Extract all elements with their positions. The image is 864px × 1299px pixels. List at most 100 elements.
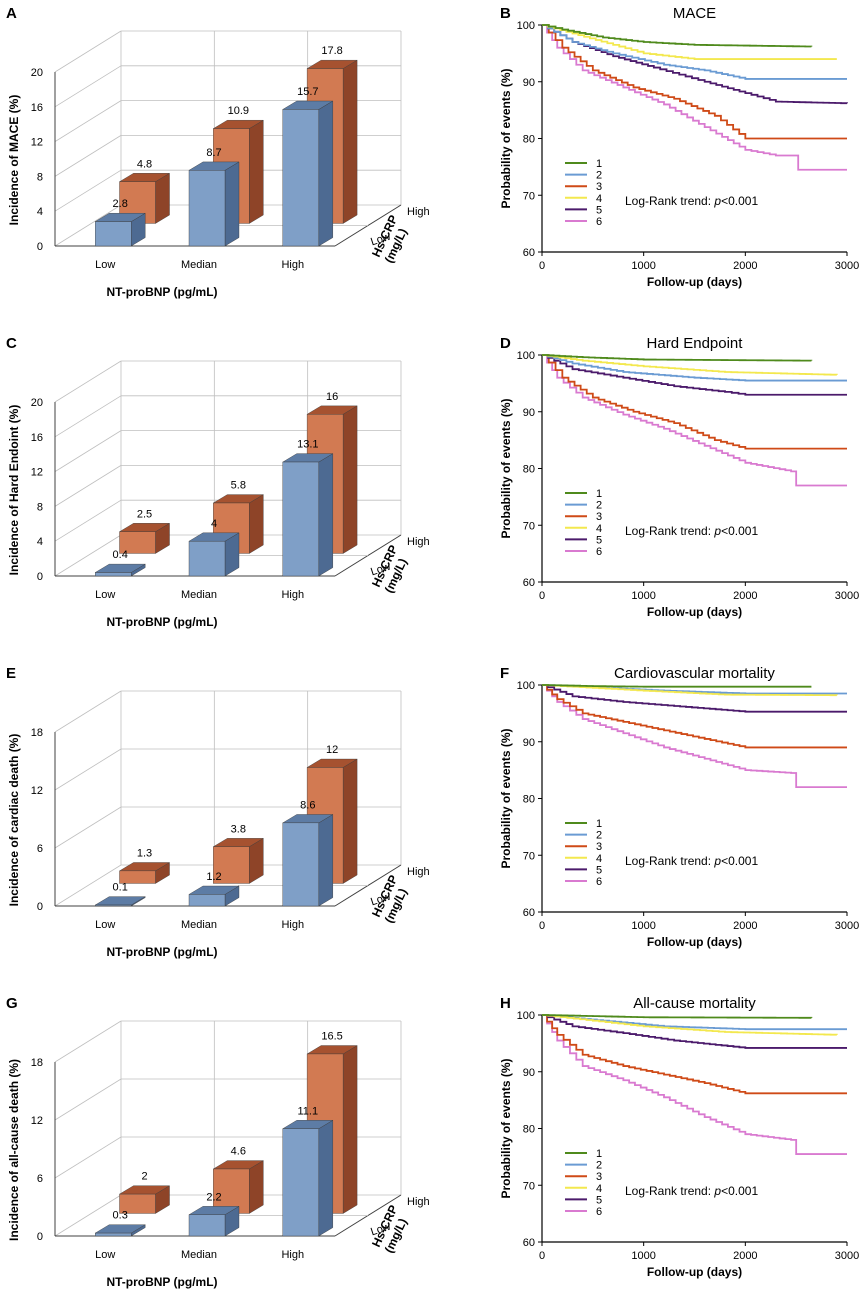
- bar-high-crp-side: [249, 1160, 264, 1214]
- km-curve-4: [542, 684, 838, 697]
- bar-low-crp-value-label: 15.7: [297, 86, 318, 98]
- gridline-diagonal: [54, 465, 122, 507]
- km-curve-3: [542, 684, 847, 749]
- x-tick-label: 3000: [835, 1250, 859, 1262]
- km-curve-6: [542, 1014, 847, 1155]
- gridline-diagonal: [54, 1194, 122, 1237]
- bar-low-crp: [94, 1232, 132, 1237]
- x-axis-title: NT-proBNP (pg/mL): [106, 1275, 217, 1289]
- y-tick-label: 12: [31, 785, 43, 797]
- gridline-diagonal: [54, 30, 122, 73]
- x-category-label: Median: [181, 259, 217, 271]
- legend-label-2: 2: [596, 830, 602, 842]
- y-tick-label: 12: [31, 1115, 43, 1127]
- y-tick-label: 0: [37, 901, 43, 913]
- y-tick-label: 80: [523, 794, 535, 806]
- gridline-diagonal: [54, 1078, 122, 1121]
- gridline-diagonal: [54, 204, 122, 247]
- bar-low-crp-value-label: 0.3: [113, 1210, 128, 1222]
- logrank-prefix: Log-Rank trend:: [625, 194, 714, 208]
- bar-low-crp-side: [318, 814, 333, 907]
- x-axis-title: NT-proBNP (pg/mL): [106, 285, 217, 299]
- x-tick-label: 0: [539, 590, 545, 602]
- y-tick-label: 100: [517, 350, 535, 362]
- x-tick-label: 2000: [733, 260, 757, 272]
- x-axis-title: NT-proBNP (pg/mL): [106, 615, 217, 629]
- km-curve-5: [542, 1014, 847, 1049]
- bar-high-crp-value-label: 12: [326, 744, 338, 756]
- bar-low-crp: [188, 170, 226, 247]
- bar-high-crp-value-label: 10.9: [228, 105, 249, 117]
- gridline-diagonal: [54, 534, 122, 577]
- bar-high-crp-side: [342, 59, 358, 224]
- y-tick-label: 12: [31, 467, 43, 479]
- panel-letter: E: [6, 665, 16, 682]
- y-tick-label: 16: [31, 102, 43, 114]
- x-tick-label: 0: [539, 1250, 545, 1262]
- logrank-suffix: <0.001: [721, 1184, 758, 1198]
- gridline-diagonal: [54, 169, 122, 212]
- x-axis-title: Follow-up (days): [647, 605, 742, 619]
- depth-level-label: Low: [369, 231, 392, 249]
- bar-panel-E: E 0 6 12 18 1.3 3.8 12 0.1 1.2 8.6 Low Median High Hig…: [6, 665, 430, 959]
- x-category-label: Median: [181, 1249, 217, 1261]
- logrank-p: p: [713, 194, 721, 208]
- y-tick-label: 12: [31, 137, 43, 149]
- km-curve-4: [542, 1014, 838, 1036]
- y-tick-label: 80: [523, 134, 535, 146]
- chart-title: Hard Endpoint: [647, 335, 744, 352]
- bar-low-crp-value-label: 13.1: [297, 439, 318, 451]
- y-tick-label: 90: [523, 737, 535, 749]
- logrank-p: p: [713, 854, 721, 868]
- y-tick-label: 60: [523, 907, 535, 919]
- x-tick-label: 1000: [631, 920, 655, 932]
- legend-label-3: 3: [596, 1171, 602, 1183]
- legend-label-5: 5: [596, 1194, 602, 1206]
- y-tick-label: 8: [37, 171, 43, 183]
- bar-high-crp-value-label: 16: [326, 391, 338, 403]
- logrank-p: p: [713, 1184, 721, 1198]
- bar-panel-A: A 0 4 8 12 16 20 4.8 10.9 17.8 2.8 8.7 15.7 Low Median…: [6, 5, 430, 299]
- bar-low-crp-value-label: 2.2: [206, 1191, 221, 1203]
- bar-high-crp-side: [155, 172, 170, 224]
- x-tick-label: 2000: [733, 590, 757, 602]
- x-tick-label: 1000: [631, 590, 655, 602]
- x-tick-label: 0: [539, 920, 545, 932]
- legend-label-3: 3: [596, 511, 602, 523]
- km-curve-4: [542, 24, 837, 60]
- y-tick-label: 0: [37, 241, 43, 253]
- bar-low-crp-value-label: 0.4: [113, 549, 128, 561]
- y-tick-label: 70: [523, 190, 535, 202]
- bar-low-crp-side: [224, 161, 240, 247]
- y-tick-label: 4: [37, 536, 43, 548]
- y-tick-label: 70: [523, 850, 535, 862]
- legend-label-1: 1: [596, 158, 602, 170]
- y-tick-label: 80: [523, 464, 535, 476]
- y-tick-label: 18: [31, 1057, 43, 1069]
- logrank-suffix: <0.001: [721, 524, 758, 538]
- legend-label-5: 5: [596, 204, 602, 216]
- bar-low-crp-side: [318, 1119, 333, 1237]
- y-axis-title: Incidence of all-cause death (%): [7, 1059, 21, 1241]
- bar-panel-C: C 0 4 8 12 16 20 2.5 5.8 16 0.4 4 13.1 Low Median High H…: [6, 335, 430, 629]
- gridline-diagonal: [54, 65, 122, 108]
- chart-title: MACE: [673, 5, 716, 22]
- bar-low-crp-value-label: 0.1: [113, 882, 128, 894]
- bar-high-crp: [119, 870, 156, 884]
- km-curve-3: [542, 1014, 847, 1095]
- y-tick-label: 90: [523, 1067, 535, 1079]
- chart-title: All-cause mortality: [633, 995, 756, 1012]
- y-tick-label: 20: [31, 67, 43, 79]
- x-category-label: High: [281, 919, 304, 931]
- bar-high-crp-side: [342, 1045, 358, 1214]
- y-tick-label: 18: [31, 727, 43, 739]
- bar-high-crp-value-label: 17.8: [321, 45, 342, 57]
- y-tick-label: 6: [37, 843, 43, 855]
- x-tick-label: 3000: [835, 260, 859, 272]
- y-tick-label: 100: [517, 1010, 535, 1022]
- bar-low-crp-side: [318, 100, 333, 247]
- depth-level-label: Low: [369, 1221, 392, 1239]
- gridline-diagonal: [54, 135, 122, 177]
